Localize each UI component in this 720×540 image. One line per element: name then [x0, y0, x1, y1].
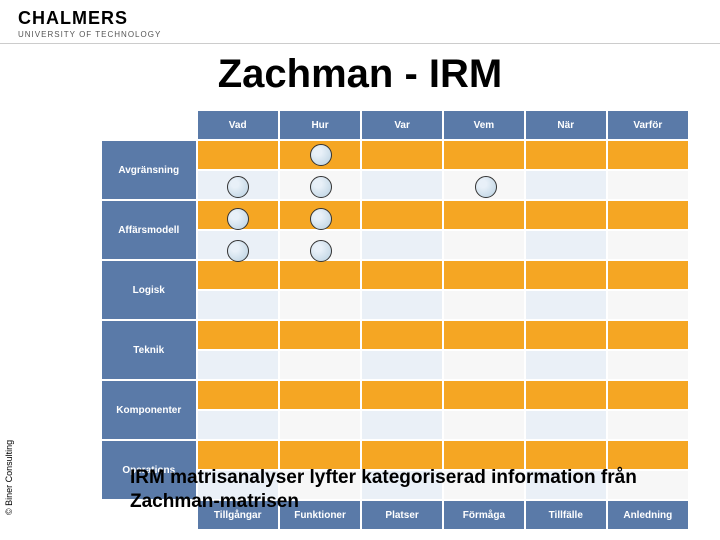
cell-top-r3-c1	[280, 321, 361, 349]
cell-bottom-r2-c0	[198, 291, 278, 319]
cell-top-r3-c5	[608, 321, 688, 349]
col-header-2: Var	[362, 111, 442, 139]
cell-bottom-r0-c4	[526, 171, 606, 199]
cell-top-r0-c1	[280, 141, 361, 169]
cell-top-r4-c5	[608, 381, 688, 409]
cell-bottom-r0-c0	[198, 171, 278, 199]
cell-bottom-r2-c1	[280, 291, 361, 319]
cell-bottom-r2-c2	[362, 291, 442, 319]
caption: IRM matrisanalyser lyfter kategoriserad …	[130, 466, 650, 515]
cell-bottom-r3-c2	[362, 351, 442, 379]
university-subtitle: UNIVERSITY OF TECHNOLOGY	[18, 30, 702, 39]
cell-top-r3-c3	[444, 321, 524, 349]
cell-top-r4-c1	[280, 381, 361, 409]
cell-top-r1-c0	[198, 201, 278, 229]
cell-top-r2-c2	[362, 261, 442, 289]
cell-top-r4-c2	[362, 381, 442, 409]
cell-bottom-r1-c5	[608, 231, 688, 259]
cell-bottom-r4-c0	[198, 411, 278, 439]
row-header-2: Logisk	[102, 261, 196, 319]
cell-top-r4-c0	[198, 381, 278, 409]
page-title: Zachman - IRM	[0, 52, 720, 97]
header: CHALMERS UNIVERSITY OF TECHNOLOGY	[0, 0, 720, 44]
cell-top-r1-c4	[526, 201, 606, 229]
cell-bottom-r2-c5	[608, 291, 688, 319]
cell-bottom-r2-c4	[526, 291, 606, 319]
cell-bottom-r4-c3	[444, 411, 524, 439]
cell-bottom-r4-c2	[362, 411, 442, 439]
cell-bottom-r2-c3	[444, 291, 524, 319]
cell-top-r0-c2	[362, 141, 442, 169]
cell-bottom-r0-c2	[362, 171, 442, 199]
cell-bottom-r3-c5	[608, 351, 688, 379]
cell-bottom-r1-c1	[280, 231, 361, 259]
cell-bottom-r1-c3	[444, 231, 524, 259]
cell-top-r2-c0	[198, 261, 278, 289]
cell-bottom-r1-c4	[526, 231, 606, 259]
cell-top-r1-c1	[280, 201, 361, 229]
cell-bottom-r4-c1	[280, 411, 361, 439]
cell-top-r2-c3	[444, 261, 524, 289]
cell-top-r1-c3	[444, 201, 524, 229]
copyright: © Biner Consulting	[4, 440, 14, 515]
row-header-1: Affärsmodell	[102, 201, 196, 259]
logo: CHALMERS	[18, 8, 702, 29]
cell-bottom-r1-c0	[198, 231, 278, 259]
col-header-5: Varför	[608, 111, 688, 139]
row-header-3: Teknik	[102, 321, 196, 379]
cell-top-r3-c2	[362, 321, 442, 349]
row-header-0: Avgränsning	[102, 141, 196, 199]
col-header-3: Vem	[444, 111, 524, 139]
cell-top-r4-c3	[444, 381, 524, 409]
cell-top-r2-c1	[280, 261, 361, 289]
cell-top-r1-c2	[362, 201, 442, 229]
cell-bottom-r3-c1	[280, 351, 361, 379]
cell-bottom-r0-c3	[444, 171, 524, 199]
cell-top-r0-c4	[526, 141, 606, 169]
cell-bottom-r4-c5	[608, 411, 688, 439]
cell-top-r4-c4	[526, 381, 606, 409]
cell-bottom-r3-c0	[198, 351, 278, 379]
cell-bottom-r0-c5	[608, 171, 688, 199]
cell-top-r0-c3	[444, 141, 524, 169]
cell-top-r2-c5	[608, 261, 688, 289]
cell-bottom-r4-c4	[526, 411, 606, 439]
cell-top-r0-c5	[608, 141, 688, 169]
cell-top-r2-c4	[526, 261, 606, 289]
cell-bottom-r3-c4	[526, 351, 606, 379]
corner-cell	[102, 111, 196, 139]
col-header-0: Vad	[198, 111, 278, 139]
cell-top-r0-c0	[198, 141, 278, 169]
cell-top-r3-c4	[526, 321, 606, 349]
row-header-4: Komponenter	[102, 381, 196, 439]
col-header-4: När	[526, 111, 606, 139]
col-header-1: Hur	[280, 111, 361, 139]
cell-top-r3-c0	[198, 321, 278, 349]
cell-top-r1-c5	[608, 201, 688, 229]
cell-bottom-r3-c3	[444, 351, 524, 379]
cell-bottom-r0-c1	[280, 171, 361, 199]
cell-bottom-r1-c2	[362, 231, 442, 259]
